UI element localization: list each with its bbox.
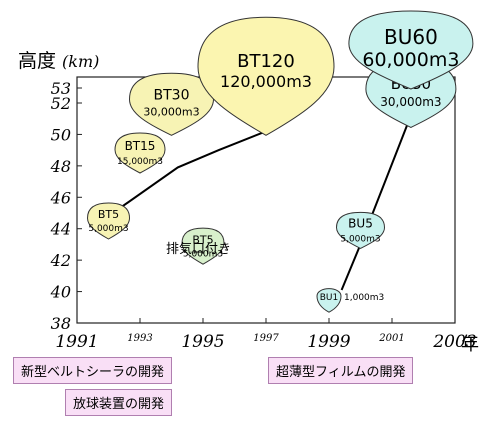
x-tick-label-minor: 1993 bbox=[127, 333, 152, 344]
balloon-volume-bt5: 5,000m3 bbox=[88, 224, 128, 234]
y-tick-label: 52 bbox=[51, 94, 71, 113]
y-axis-title-text: 高度 bbox=[18, 50, 57, 72]
y-tick-label: 38 bbox=[51, 314, 71, 333]
balloon-name-bu5: BU5 bbox=[348, 217, 373, 231]
balloon-volume-bu1: 1,000m3 bbox=[344, 293, 384, 303]
balloon-name-bt15: BT15 bbox=[125, 139, 156, 153]
y-axis-unit: (km) bbox=[62, 52, 100, 71]
balloon-name-bu1: BU1 bbox=[320, 293, 339, 303]
balloon-volume-bt5: 5,000m3 bbox=[183, 249, 223, 259]
y-tick-label: 46 bbox=[50, 188, 71, 207]
balloon-bt5 bbox=[181, 227, 225, 265]
balloon-bt5 bbox=[86, 202, 131, 240]
balloon-bt120 bbox=[197, 16, 335, 136]
y-tick-label: 44 bbox=[50, 220, 71, 239]
balloon-volume-bu30: 30,000m3 bbox=[380, 95, 441, 109]
note-launcher: 放球装置の開発 bbox=[65, 389, 173, 416]
balloon-name-bt5: BT5 bbox=[192, 233, 213, 246]
balloon-bu1 bbox=[316, 288, 342, 313]
balloon-bt30 bbox=[128, 72, 215, 136]
y-tick-label: 53 bbox=[51, 79, 71, 98]
y-tick-label: 42 bbox=[50, 251, 71, 270]
x-axis-unit: 年 bbox=[461, 334, 479, 355]
balloon-name-bt120: BT120 bbox=[237, 51, 295, 72]
trend-line bbox=[340, 123, 409, 291]
balloon-bt15 bbox=[114, 132, 166, 174]
x-tick-label: 1991 bbox=[55, 332, 98, 352]
note-thin-film: 超薄型フィルムの開発 bbox=[268, 357, 414, 384]
y-tick-label: 48 bbox=[50, 157, 71, 176]
exhaust-annotation: 排気口付き bbox=[166, 242, 232, 257]
x-tick-label: 1999 bbox=[307, 332, 350, 352]
balloon-volume-bu60: 60,000m3 bbox=[362, 49, 459, 71]
note-belt-sealer: 新型ベルトシーラの開発 bbox=[13, 357, 173, 384]
balloon-bu60 bbox=[348, 10, 474, 90]
balloon-name-bt30: BT30 bbox=[154, 87, 190, 103]
balloon-name-bu60: BU60 bbox=[384, 25, 438, 49]
x-tick-label-minor: 2001 bbox=[378, 333, 404, 344]
x-tick-label: 2003 bbox=[432, 332, 476, 352]
y-tick-label: 40 bbox=[50, 283, 71, 302]
x-tick-label: 1995 bbox=[181, 332, 224, 352]
balloon-bu5 bbox=[335, 211, 386, 249]
balloon-volume-bt15: 15,000m3 bbox=[117, 157, 163, 167]
x-tick-label-minor: 1997 bbox=[253, 333, 279, 344]
y-axis-title: 高度 (km) bbox=[18, 46, 99, 73]
balloon-volume-bu5: 5,000m3 bbox=[340, 235, 380, 245]
balloon-name-bt5: BT5 bbox=[98, 208, 119, 221]
trend-line bbox=[107, 130, 267, 217]
balloon-volume-bt120: 120,000m3 bbox=[220, 72, 312, 91]
balloon-volume-bt30: 30,000m3 bbox=[143, 105, 199, 118]
y-tick-label: 50 bbox=[51, 125, 71, 144]
